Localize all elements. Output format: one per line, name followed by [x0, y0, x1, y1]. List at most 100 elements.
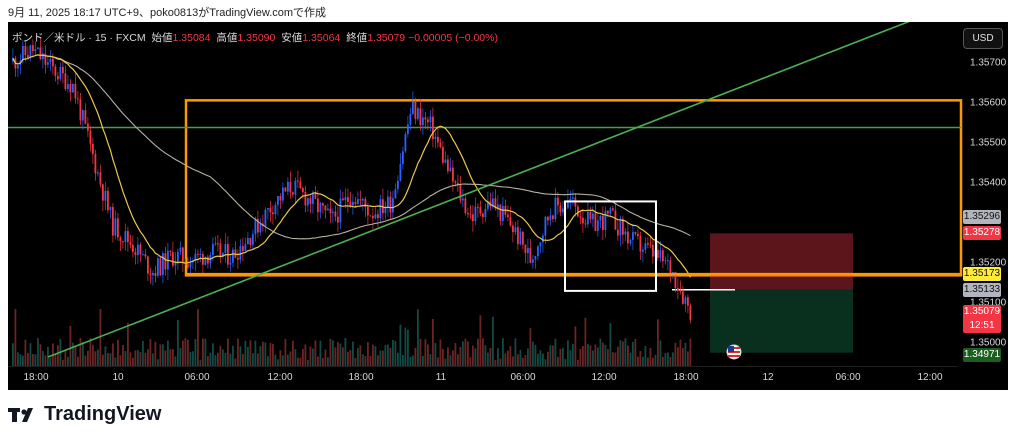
volume-bar: [437, 357, 439, 366]
candle-body: [177, 251, 179, 262]
volume-bar: [169, 349, 172, 366]
volume-bar: [352, 341, 354, 366]
candle-body: [179, 247, 182, 252]
candle-body: [357, 199, 359, 204]
volume-bar: [582, 345, 584, 366]
volume-bar: [272, 343, 274, 366]
volume-bar: [294, 349, 297, 366]
currency-button[interactable]: USD: [963, 28, 1003, 49]
volume-bar: [144, 352, 147, 366]
volume-bar: [522, 357, 524, 366]
candle-body: [407, 124, 409, 135]
volume-bar: [364, 356, 367, 366]
symbol-legend: ポンド／米ドル · 15 · FXCM 始値1.35084 高値1.35090 …: [12, 30, 498, 45]
candle-body: [339, 198, 342, 223]
volume-bar: [277, 359, 279, 366]
candle-body: [299, 181, 302, 189]
candle-body: [542, 235, 544, 243]
candle-body: [212, 243, 214, 255]
candle-body: [592, 213, 594, 220]
volume-bar: [557, 356, 559, 366]
candle-body: [507, 214, 509, 218]
symbol-name[interactable]: ポンド／米ドル · 15 · FXCM: [12, 32, 146, 44]
candle-body: [422, 117, 424, 126]
low-value: 1.35064: [302, 32, 341, 44]
candle-body: [92, 143, 94, 154]
volume-bar: [477, 338, 479, 366]
candle-body: [237, 257, 239, 260]
candle-body: [54, 66, 57, 77]
volume-bar: [29, 343, 32, 366]
open-value: 1.35084: [172, 32, 211, 44]
volume-bar: [499, 358, 502, 366]
candle-body: [352, 201, 354, 206]
candle-body: [369, 215, 372, 217]
volume-bar: [417, 309, 419, 366]
candle-body: [49, 58, 52, 63]
candle-body: [37, 47, 39, 49]
countdown-tag: 12:51: [963, 319, 1001, 333]
volume-bar: [212, 343, 214, 366]
candle-body: [657, 249, 659, 258]
volume-bar: [667, 352, 669, 366]
candle-body: [502, 205, 504, 221]
candle-body: [412, 101, 414, 114]
time-tick: 12:00: [917, 372, 943, 383]
volume-bar: [414, 347, 417, 366]
candle-body: [424, 117, 427, 120]
volume-bar: [79, 338, 82, 366]
candle-body: [427, 119, 429, 123]
candle-body: [94, 153, 97, 174]
candle-body: [454, 181, 457, 183]
volume-bar: [192, 351, 194, 366]
candle-body: [627, 231, 629, 244]
volume-bar: [497, 348, 499, 366]
volume-bar: [172, 349, 174, 366]
candle-body: [497, 204, 499, 209]
volume-bar: [584, 317, 587, 366]
price-chart[interactable]: [8, 22, 1008, 390]
volume-bar: [479, 315, 482, 366]
volume-bar: [269, 343, 272, 366]
candle-body: [34, 48, 37, 52]
candle-body: [362, 198, 364, 201]
candle-body: [514, 227, 517, 233]
candle-body: [599, 215, 602, 221]
candle-body: [64, 73, 67, 90]
volume-bar: [649, 348, 652, 366]
volume-bar: [117, 339, 119, 366]
volume-bar: [664, 353, 667, 366]
candle-body: [672, 272, 674, 274]
volume-bar: [54, 354, 57, 366]
chart-frame[interactable]: ポンド／米ドル · 15 · FXCM 始値1.35084 高値1.35090 …: [8, 22, 1008, 390]
volume-bar: [359, 345, 362, 366]
candle-body: [602, 215, 604, 230]
candle-body: [452, 167, 454, 182]
volume-bar: [389, 347, 392, 366]
candle-body: [204, 256, 207, 265]
candle-body: [619, 218, 622, 236]
candle-body: [439, 142, 442, 147]
us-flag-icon[interactable]: [726, 344, 742, 360]
volume-bar: [147, 349, 149, 366]
candle-body: [317, 198, 319, 213]
volume-bar: [84, 355, 87, 366]
volume-bar: [644, 346, 647, 366]
volume-bar: [552, 345, 554, 366]
volume-bar: [639, 350, 642, 366]
tradingview-logo[interactable]: TradingView: [8, 403, 161, 426]
candle-body: [669, 260, 672, 274]
candle-body: [52, 58, 54, 67]
stop-zone: [710, 233, 853, 290]
volume-bar: [89, 338, 92, 366]
volume-bar: [494, 359, 497, 366]
volume-bar: [527, 348, 529, 366]
volume-bar: [107, 353, 109, 366]
volume-bar: [357, 348, 359, 366]
volume-bar: [659, 340, 662, 366]
candle-body: [154, 273, 157, 276]
candle-body: [537, 246, 539, 257]
candle-body: [267, 207, 269, 210]
volume-bar: [287, 354, 289, 366]
candle-body: [269, 207, 272, 213]
